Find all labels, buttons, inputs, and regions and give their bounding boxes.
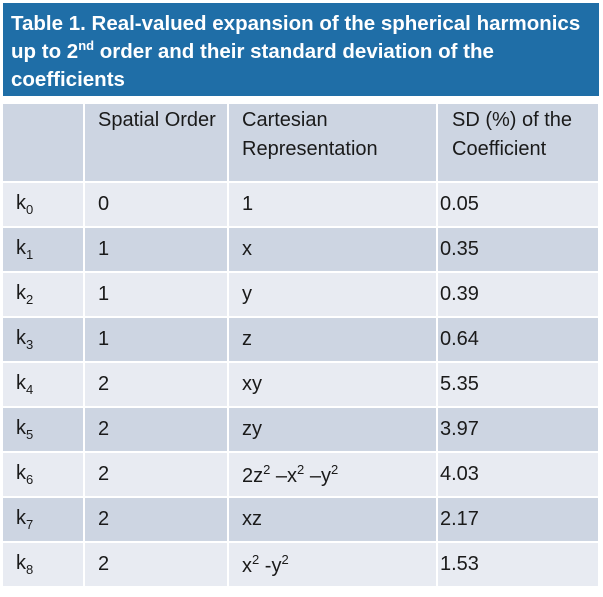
header-spatial-order: Spatial Order [84,104,229,183]
cartesian-cell: xy [228,362,438,408]
cartesian-cell: y [228,272,438,318]
cartesian-cell: 1 [228,182,438,228]
sd-cell: 4.03 [437,452,600,498]
table-row: k0 0 1 0.05 [3,182,600,228]
spatial-order-cell: 1 [84,272,229,318]
coefficient-subscript: 5 [26,427,34,442]
header-cartesian-representation: Cartesian Representation [228,104,438,183]
table-row: k7 2 xz 2.17 [3,497,600,543]
exponent: 2 [297,461,305,477]
coefficient-symbol: k [16,507,26,529]
cartesian-term: 1 [242,193,254,215]
coefficient-cell: k5 [3,407,85,453]
caption-superscript: nd [78,38,95,54]
coefficient-subscript: 1 [26,247,34,262]
spatial-order-cell: 2 [84,452,229,498]
cartesian-cell: zy [228,407,438,453]
coefficient-symbol: k [16,282,26,304]
spatial-order-cell: 2 [84,407,229,453]
cartesian-term: –x [270,464,298,487]
spatial-order-cell: 1 [84,227,229,273]
caption-text-2: order and their standard deviation of th… [11,40,494,91]
table-caption: Table 1. Real-valued expansion of the sp… [3,3,599,96]
cartesian-term: xz [242,508,262,530]
cartesian-term: –y [304,464,331,487]
sd-cell: 3.97 [437,407,600,453]
spatial-order-cell: 2 [84,497,229,543]
spatial-order-cell: 2 [84,362,229,408]
coefficient-cell: k4 [3,362,85,408]
table-row: k8 2 x2 -y2 1.53 [3,542,600,588]
cartesian-term: y [242,283,252,305]
cartesian-term: zy [242,418,262,440]
exponent: 2 [330,461,339,477]
coefficient-subscript: 0 [26,202,34,217]
sd-cell: 0.64 [437,317,600,363]
sd-cell: 0.39 [437,272,600,318]
coefficient-symbol: k [16,462,26,484]
exponent: 2 [263,461,271,477]
cartesian-cell: z [228,317,438,363]
cartesian-term: xy [242,373,262,395]
coefficient-subscript: 3 [26,337,34,352]
coefficient-symbol: k [16,417,26,439]
table-body: k0 0 1 0.05 k1 1 x 0.35 k2 1 y 0.39 k3 1 z 0.64 k4 2 xy 5.3… [3,182,600,588]
coefficient-symbol: k [16,237,26,259]
cartesian-cell: xz [228,497,438,543]
coefficient-cell: k0 [3,182,85,228]
coefficient-symbol: k [16,372,26,394]
cartesian-cell: x2 -y2 [228,542,438,588]
table-row: k2 1 y 0.39 [3,272,600,318]
table-figure: Table 1. Real-valued expansion of the sp… [3,3,600,588]
cartesian-cell: x [228,227,438,273]
cartesian-term: x [242,554,252,577]
caption-gap [3,96,599,104]
cartesian-term: x [242,238,252,260]
header-sd-coefficient: SD (%) of the Coefficient [437,104,600,183]
table-row: k6 2 2z2 –x2 –y2 4.03 [3,452,600,498]
sd-cell: 0.35 [437,227,600,273]
header-empty-cell [3,104,85,183]
coefficient-cell: k1 [3,227,85,273]
coefficient-subscript: 2 [26,292,34,307]
table-row: k3 1 z 0.64 [3,317,600,363]
sd-cell: 0.05 [437,182,600,228]
spatial-order-cell: 2 [84,542,229,588]
header-row: Spatial Order Cartesian Representation S… [3,104,600,183]
coefficient-symbol: k [16,327,26,349]
coefficient-subscript: 6 [26,472,34,487]
cartesian-term: z [242,328,252,350]
data-table: Spatial Order Cartesian Representation S… [3,104,600,588]
sd-cell: 1.53 [437,542,600,588]
table-row: k4 2 xy 5.35 [3,362,600,408]
coefficient-cell: k6 [3,452,85,498]
cartesian-cell: 2z2 –x2 –y2 [228,452,438,498]
coefficient-cell: k2 [3,272,85,318]
exponent: 2 [252,551,260,567]
coefficient-cell: k7 [3,497,85,543]
caption-text-1: Table 1. Real-valued expansion of the sp… [11,12,581,63]
coefficient-cell: k3 [3,317,85,363]
coefficient-subscript: 4 [26,382,34,397]
cartesian-term: -y [259,554,282,577]
coefficient-subscript: 7 [26,517,34,532]
spatial-order-cell: 0 [84,182,229,228]
table-row: k1 1 x 0.35 [3,227,600,273]
exponent: 2 [281,551,289,567]
sd-cell: 2.17 [437,497,600,543]
coefficient-symbol: k [16,192,26,214]
cartesian-term: 2z [242,464,264,487]
table-row: k5 2 zy 3.97 [3,407,600,453]
spatial-order-cell: 1 [84,317,229,363]
coefficient-symbol: k [16,552,26,574]
coefficient-cell: k8 [3,542,85,588]
sd-cell: 5.35 [437,362,600,408]
coefficient-subscript: 8 [26,562,34,577]
